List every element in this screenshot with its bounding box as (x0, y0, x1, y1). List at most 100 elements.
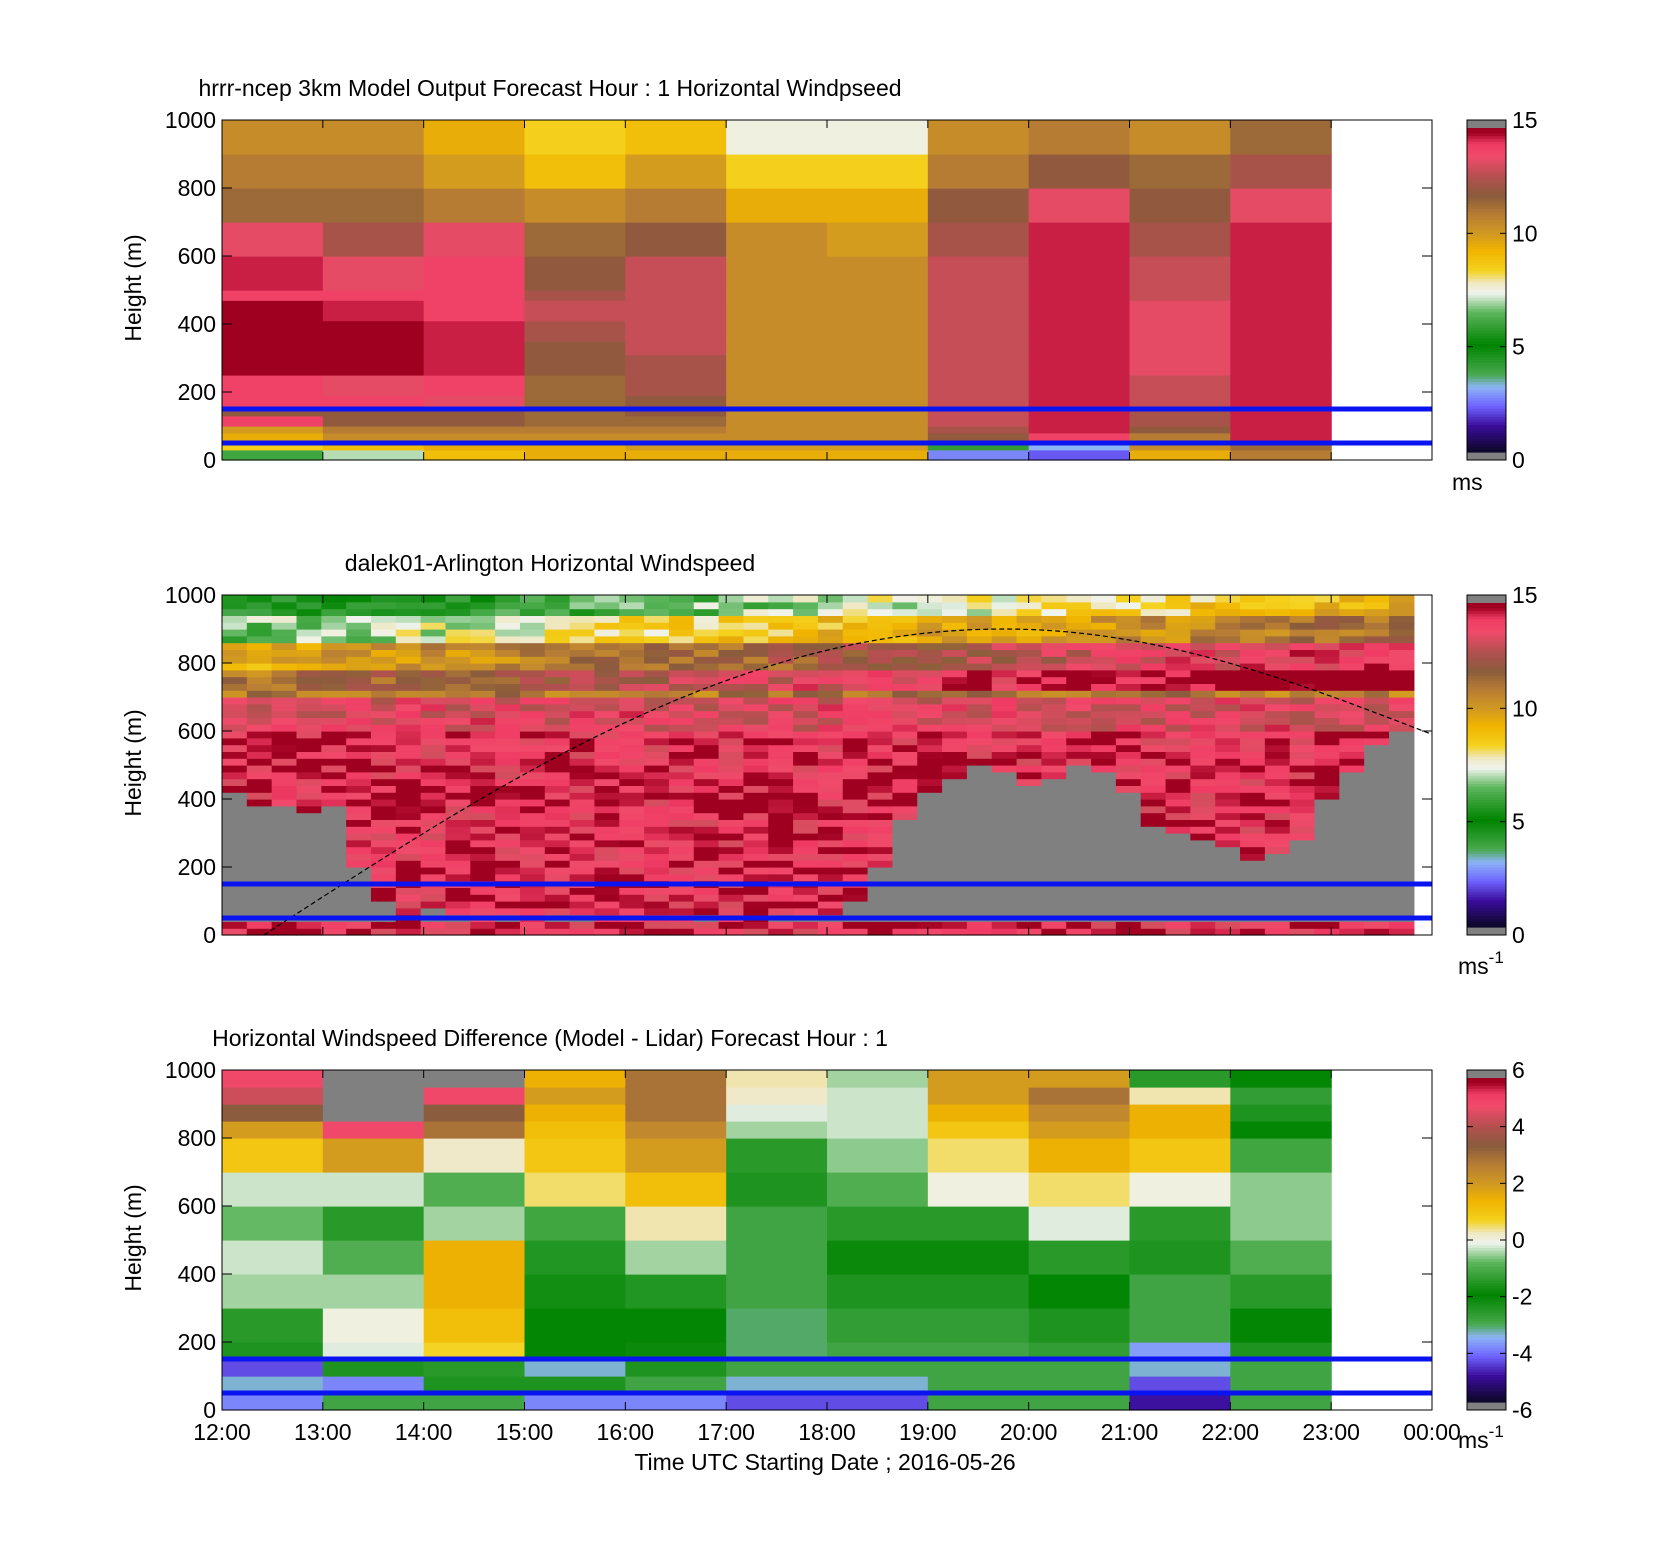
heatmap-cell (445, 901, 471, 909)
heatmap-cell (966, 921, 993, 929)
colorbar-segment (1467, 1375, 1506, 1379)
heatmap-cell (1230, 426, 1332, 434)
colorbar-segment (1467, 330, 1506, 334)
heatmap-cell (395, 642, 422, 650)
heatmap-cell (445, 867, 471, 875)
heatmap-cell (1264, 907, 1291, 916)
colorbar-segment (1467, 1269, 1506, 1273)
colorbar-segment (1467, 624, 1506, 628)
heatmap-cell (1215, 758, 1241, 766)
heatmap-cell (1165, 826, 1191, 834)
heatmap-cell (768, 819, 794, 827)
heatmap-cell (991, 663, 1018, 671)
heatmap-cell (917, 615, 943, 623)
heatmap-cell (1115, 751, 1142, 759)
heatmap-cell (1314, 853, 1340, 861)
heatmap-cell (842, 642, 869, 650)
heatmap-cell (942, 731, 968, 739)
heatmap-cell (1041, 792, 1067, 800)
colorbar-segment (1467, 379, 1506, 383)
heatmap-cell (346, 676, 372, 684)
heatmap-cell (1364, 751, 1390, 759)
heatmap-cell (1091, 683, 1117, 691)
heatmap-cell (594, 799, 620, 807)
heatmap-cell (1066, 656, 1092, 664)
heatmap-cell (271, 894, 298, 902)
heatmap-cell (470, 608, 496, 616)
heatmap-cell (927, 395, 1030, 408)
heatmap-cell (619, 765, 645, 773)
heatmap-cell (892, 799, 918, 807)
heatmap-cell (569, 901, 596, 909)
heatmap-cell (296, 860, 322, 868)
heatmap-cell (495, 724, 521, 732)
heatmap-cell (1389, 744, 1415, 752)
heatmap-cell (594, 873, 620, 882)
colorbar-segment (1467, 276, 1506, 280)
heatmap-cell (1066, 839, 1092, 848)
heatmap-cell (445, 690, 471, 698)
heatmap-cell (927, 300, 1030, 322)
heatmap-cell (1215, 812, 1241, 820)
colorbar-segment (1467, 1169, 1506, 1174)
heatmap-cell (1129, 1206, 1231, 1241)
heatmap-cell (1230, 1308, 1332, 1343)
heatmap-cell (1230, 1240, 1332, 1275)
heatmap-cell (370, 771, 397, 780)
colorbar-segment (1467, 654, 1506, 658)
heatmap-cell (1190, 792, 1216, 800)
heatmap-cell (619, 669, 645, 678)
heatmap-cell (966, 595, 993, 603)
heatmap-cell (668, 901, 695, 909)
heatmap-cell (718, 703, 745, 712)
heatmap-cell (1215, 608, 1241, 616)
heatmap-cell (1339, 907, 1365, 916)
heatmap-cell (1389, 669, 1415, 678)
heatmap-cell (1091, 894, 1117, 902)
heatmap-cell (495, 751, 521, 759)
heatmap-cell (991, 799, 1018, 807)
heatmap-cell (271, 622, 298, 630)
heatmap-cell (445, 595, 471, 603)
heatmap-cell (1140, 656, 1167, 664)
heatmap-cell (966, 826, 993, 834)
heatmap-cell (1016, 771, 1042, 780)
colorbar-segment (1467, 317, 1506, 321)
heatmap-cell (743, 819, 769, 827)
heatmap-cell (222, 887, 248, 895)
heatmap-cell (644, 724, 670, 732)
heatmap-cell (1165, 635, 1191, 644)
heatmap-cell (668, 887, 695, 895)
heatmap-cell (1165, 792, 1191, 800)
colorbar-segment (1467, 1199, 1506, 1203)
colorbar-segment (1467, 756, 1506, 761)
colorbar-segment (1467, 211, 1506, 215)
heatmap-cell (1314, 894, 1340, 902)
heatmap-cell (1140, 887, 1167, 895)
heatmap-cell (322, 1206, 425, 1241)
colorbar-segment (1467, 1350, 1506, 1354)
colorbar-segment (1467, 605, 1506, 609)
heatmap-cell (668, 635, 695, 644)
heatmap-cell (569, 737, 596, 746)
heatmap-cell (1264, 608, 1291, 616)
heatmap-cell (222, 860, 248, 868)
heatmap-cell (693, 635, 720, 644)
heatmap-cell (718, 853, 745, 861)
heatmap-cell (1240, 921, 1266, 929)
colorbar-segment (1467, 1110, 1506, 1114)
colorbar-segment (1467, 635, 1506, 639)
heatmap-cell (1289, 894, 1316, 902)
heatmap-cell (420, 744, 447, 752)
heatmap-cell (322, 1393, 425, 1411)
heatmap-cell (991, 819, 1018, 827)
heatmap-cell (668, 751, 695, 759)
heatmap-area (222, 120, 1332, 461)
heatmap-cell (470, 928, 496, 936)
y-axis-label: Height (m) (120, 1184, 146, 1291)
heatmap-cell (519, 833, 546, 841)
heatmap-cell (927, 1274, 1030, 1309)
heatmap-cell (370, 901, 397, 909)
heatmap-cell (1016, 873, 1042, 882)
heatmap-cell (927, 1206, 1030, 1241)
